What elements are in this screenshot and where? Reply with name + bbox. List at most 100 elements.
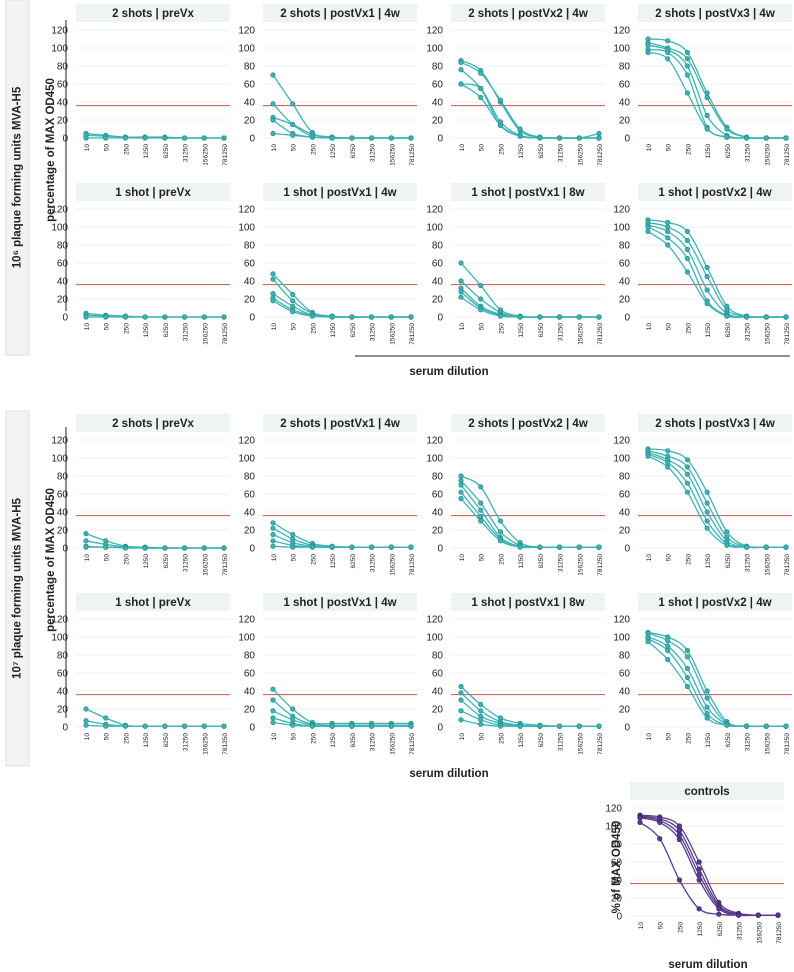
data-point	[665, 656, 671, 663]
y-tick-label: 80	[432, 472, 444, 483]
x-tick-label: 1250	[705, 323, 712, 338]
y-tick-label: 40	[244, 687, 256, 698]
x-tick-label: 50	[291, 144, 298, 152]
data-point	[704, 489, 710, 495]
data-point	[576, 544, 582, 550]
y-tick-label: 120	[426, 615, 443, 626]
chart-panel: 1 shot | preVx 0 20 40 60 80 100 120 10 50 250 1250…	[51, 593, 230, 755]
x-tick-label: 10	[271, 554, 278, 562]
data-point	[497, 313, 504, 319]
chart-panel: 2 shots | postVx2 | 4w 0 20 40 60 80 100 120 10 5…	[426, 4, 605, 166]
y-tick-label: 0	[62, 723, 68, 734]
panel-title-box	[263, 183, 417, 201]
x-tick-label: 31250	[370, 733, 377, 751]
data-point	[775, 912, 781, 918]
x-tick-label: 250	[685, 554, 692, 565]
x-tick-label: 781250	[409, 733, 416, 755]
y-tick-label: 60	[611, 858, 623, 869]
x-tick-label: 10	[459, 323, 466, 331]
x-tick-label: 50	[104, 733, 111, 741]
y-tick-label: 60	[432, 669, 444, 680]
data-point	[684, 489, 691, 495]
data-point	[458, 81, 464, 87]
y-tick-label: 120	[238, 436, 255, 447]
data-point	[704, 287, 710, 293]
y-tick-label: 100	[613, 633, 630, 644]
series-line	[460, 83, 599, 139]
data-point	[201, 723, 207, 729]
x-tick-label: 156250	[764, 554, 771, 576]
data-point	[684, 228, 691, 235]
y-tick-label: 60	[432, 490, 444, 501]
data-point	[657, 835, 663, 842]
data-point	[676, 823, 683, 829]
x-tick-label: 1250	[697, 922, 704, 937]
data-point	[122, 135, 129, 141]
x-tick-label: 10	[459, 733, 466, 741]
data-point	[83, 722, 89, 728]
data-point	[329, 314, 335, 320]
x-tick-label: 156250	[764, 323, 771, 345]
x-tick-label: 156250	[756, 922, 763, 944]
x-tick-label: 781250	[409, 554, 416, 576]
x-tick-label: 50	[104, 144, 111, 152]
panel-title: 1 shot | postVx2 | 4w	[658, 597, 771, 609]
data-point	[704, 500, 710, 506]
chart-panel: 1 shot | postVx1 | 4w 0 20 40 60 80 100 120 10 50…	[238, 183, 417, 345]
data-point	[665, 224, 671, 230]
data-point	[270, 290, 276, 297]
x-tick-label: 781250	[597, 144, 604, 166]
data-point	[704, 695, 710, 701]
x-tick-label: 250	[498, 733, 505, 744]
y-tick-label: 120	[426, 205, 443, 216]
x-tick-label: 156250	[764, 733, 771, 755]
data-point	[201, 314, 207, 320]
y-tick-label: 80	[432, 651, 444, 662]
y-tick-label: 60	[432, 259, 444, 270]
y-tick-label: 60	[57, 80, 69, 91]
data-point	[645, 42, 651, 48]
data-point	[684, 683, 691, 690]
chart-panel: 1 shot | postVx1 | 8w 0 20 40 60 80 100 120 10 50…	[426, 183, 605, 345]
data-point	[142, 135, 148, 141]
data-point	[684, 647, 691, 654]
data-point	[497, 538, 504, 544]
x-tick-label: 6250	[350, 144, 357, 159]
x-tick-label: 31250	[370, 323, 377, 341]
data-point	[142, 723, 148, 729]
x-tick-label: 156250	[577, 144, 584, 166]
y-tick-label: 120	[238, 205, 255, 216]
y-tick-label: 40	[244, 98, 256, 109]
data-point	[665, 228, 671, 235]
y-tick-label: 100	[426, 223, 443, 234]
series-line	[639, 815, 779, 916]
data-point	[309, 313, 316, 319]
y-tick-label: 0	[437, 723, 443, 734]
y-tick-label: 60	[244, 669, 256, 680]
y-tick-label: 100	[426, 44, 443, 55]
x-axis-title: serum dilution	[409, 366, 488, 378]
x-tick-label: 10	[646, 144, 653, 152]
data-point	[783, 723, 789, 729]
panel-title: 2 shots | postVx1 | 4w	[280, 8, 400, 20]
data-point	[497, 723, 504, 729]
data-point	[270, 715, 276, 721]
data-point	[221, 723, 227, 729]
x-tick-label: 250	[677, 922, 684, 933]
data-point	[478, 717, 484, 723]
data-point	[696, 877, 702, 883]
data-point	[637, 815, 643, 821]
x-tick-label: 31250	[745, 323, 752, 341]
y-tick-label: 0	[62, 544, 68, 555]
y-tick-label: 20	[619, 116, 631, 127]
y-tick-label: 0	[249, 723, 255, 734]
x-tick-label: 50	[658, 922, 665, 930]
panel-title-box	[630, 782, 784, 800]
data-point	[349, 135, 355, 141]
chart-panel: 2 shots | postVx1 | 4w 0 20 40 60 80 100 120 10 5…	[238, 4, 417, 166]
data-point	[309, 134, 316, 140]
y-tick-label: 20	[432, 705, 444, 716]
y-tick-label: 20	[611, 894, 623, 905]
y-tick-label: 120	[51, 26, 68, 37]
y-tick-label: 100	[238, 454, 255, 465]
